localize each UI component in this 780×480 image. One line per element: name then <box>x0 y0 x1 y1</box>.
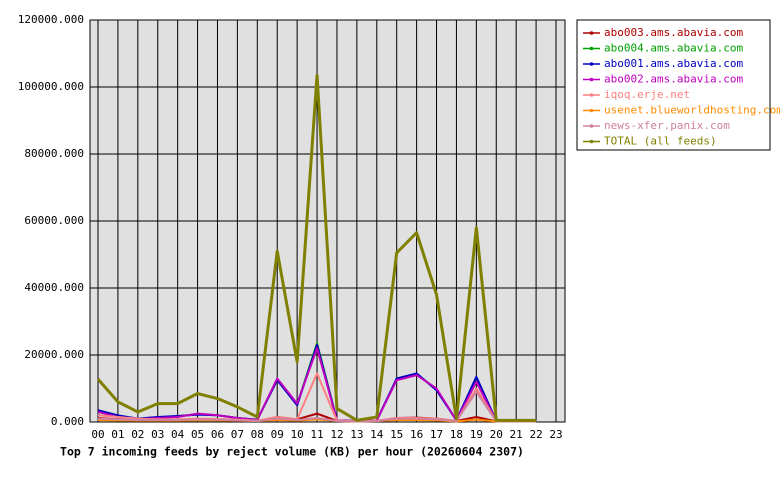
legend <box>576 19 771 151</box>
x-tick-label: 08 <box>251 428 264 441</box>
x-tick-label: 20 <box>490 428 503 441</box>
x-tick-label: 21 <box>510 428 523 441</box>
x-tick-label: 03 <box>151 428 164 441</box>
x-tick-label: 04 <box>171 428 185 441</box>
x-tick-label: 06 <box>211 428 224 441</box>
x-tick-label: 18 <box>450 428 463 441</box>
x-tick-label: 22 <box>529 428 542 441</box>
x-tick-label: 07 <box>231 428 244 441</box>
x-tick-label: 19 <box>470 428 483 441</box>
legend-marker <box>589 46 594 51</box>
legend-label: news-xfer.panix.com <box>604 119 730 132</box>
legend-label: TOTAL (all feeds) <box>604 135 717 148</box>
x-tick-label: 13 <box>350 428 363 441</box>
plot-frame <box>89 19 566 423</box>
series-line <box>97 347 537 422</box>
x-tick-label: 00 <box>91 428 104 441</box>
y-tick-label: 0.000 <box>51 415 84 428</box>
x-tick-label: 23 <box>549 428 562 441</box>
legend-label: abo004.ams.abavia.com <box>604 42 743 55</box>
x-tick-label: 11 <box>310 428 323 441</box>
x-tick-label: 15 <box>390 428 403 441</box>
series-line <box>97 390 537 423</box>
legend-marker <box>589 124 594 128</box>
legend-marker <box>589 62 594 66</box>
legend-marker <box>589 77 594 82</box>
legend-label: iqoq.erje.net <box>604 88 690 101</box>
x-tick-label: 17 <box>430 428 443 441</box>
legend-label: abo003.ams.abavia.com <box>604 26 743 39</box>
y-tick-label: 60000.000 <box>24 214 84 227</box>
x-tick-label: 10 <box>291 428 304 441</box>
x-tick-label: 01 <box>111 428 124 441</box>
x-tick-label: 02 <box>131 428 144 441</box>
x-tick-label: 14 <box>370 428 384 441</box>
legend-marker <box>589 108 594 113</box>
y-tick-label: 100000.000 <box>18 80 84 93</box>
chart-title: Top 7 incoming feeds by reject volume (K… <box>60 445 524 459</box>
legend-label: usenet.blueworldhosting.com <box>604 104 780 117</box>
y-tick-label: 40000.000 <box>24 281 84 294</box>
legend-label: abo002.ams.abavia.com <box>604 73 743 86</box>
legend-marker <box>589 31 594 35</box>
series-line <box>96 73 537 422</box>
x-tick-label: 16 <box>410 428 423 441</box>
y-tick-label: 80000.000 <box>24 147 84 160</box>
legend-marker <box>589 93 594 97</box>
legend-marker <box>589 139 594 144</box>
x-tick-label: 12 <box>330 428 343 441</box>
y-tick-label: 20000.000 <box>24 348 84 361</box>
y-tick-label: 120000.000 <box>18 13 84 26</box>
x-tick-label: 05 <box>191 428 204 441</box>
x-tick-label: 09 <box>271 428 284 441</box>
legend-label: abo001.ams.abavia.com <box>604 57 743 70</box>
